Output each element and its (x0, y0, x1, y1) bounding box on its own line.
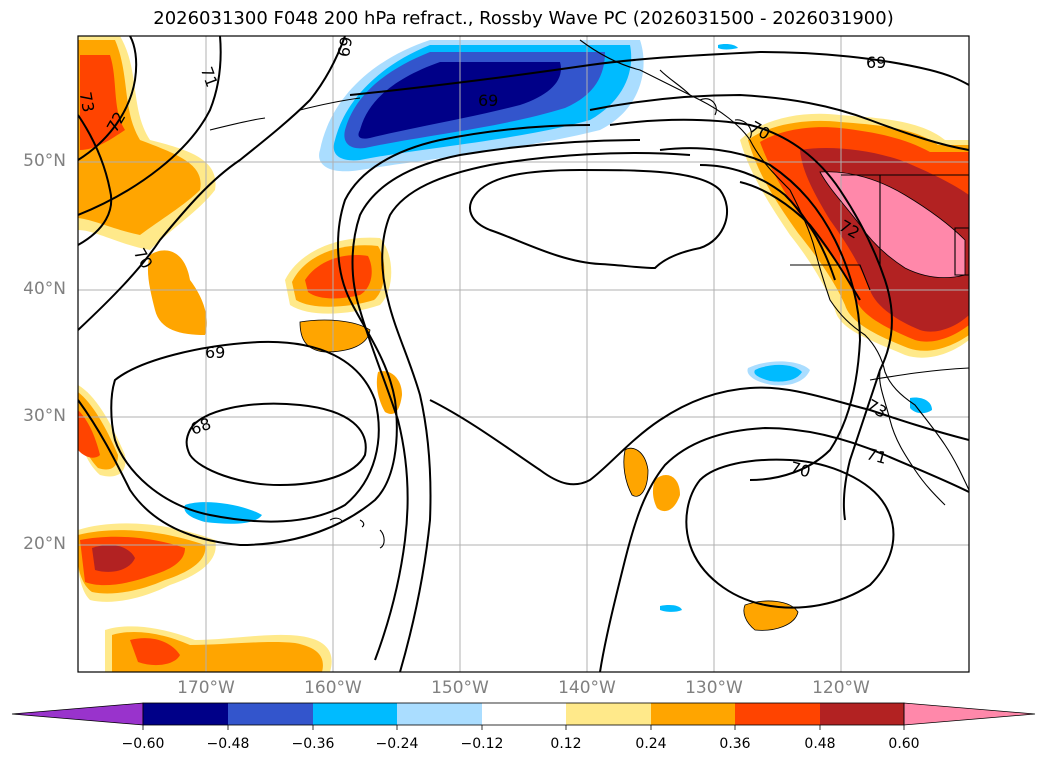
colorbar-tick-label: 0.60 (888, 736, 920, 752)
contour-70-closed (685, 458, 895, 609)
lat-label: 20°N (23, 534, 66, 554)
contour-label: 69 (866, 53, 886, 72)
lon-label: 150°W (431, 678, 489, 698)
contour-label: 69 (478, 91, 498, 110)
colorbar-tick-label: −0.36 (291, 736, 335, 752)
contour-label: 69 (334, 35, 356, 58)
contour-label: 73 (76, 90, 98, 113)
lat-label: 40°N (23, 279, 66, 299)
map-frame (77, 35, 970, 673)
graticule (78, 36, 969, 672)
colorbar-tick-label: 0.36 (719, 736, 751, 752)
lon-label: 170°W (177, 678, 235, 698)
colorbar-tick-label: −0.12 (460, 736, 504, 752)
colorbar (11, 702, 1036, 730)
contour-69-closed (110, 340, 380, 523)
colorbar-tick-label: 0.48 (804, 736, 836, 752)
contour-label: 69 (205, 343, 225, 362)
contours (78, 36, 969, 672)
negative-anomaly-hawaii (184, 502, 262, 524)
colorbar-tick-label: 0.24 (635, 736, 667, 752)
lon-label: 130°W (685, 678, 743, 698)
colorbar-tick-label: −0.24 (375, 736, 419, 752)
map-title: 2026031300 F048 200 hPa refract., Rossby… (153, 8, 894, 29)
lon-label: 140°W (558, 678, 616, 698)
contour-closed-high (469, 168, 729, 270)
contour-label: 71 (864, 444, 889, 468)
political-borders (790, 174, 969, 381)
contour-68-closed (185, 402, 367, 487)
contour-label: 70 (788, 458, 813, 482)
colorbar-tick-label: 0.12 (550, 736, 582, 752)
lat-label: 50°N (23, 151, 66, 171)
lat-label: 30°N (23, 406, 66, 426)
colorbar-tick-label: −0.48 (206, 736, 250, 752)
coastline (209, 39, 969, 549)
lon-label: 160°W (304, 678, 362, 698)
lon-label: 120°W (812, 678, 870, 698)
colorbar-tick-label: −0.60 (121, 736, 165, 752)
